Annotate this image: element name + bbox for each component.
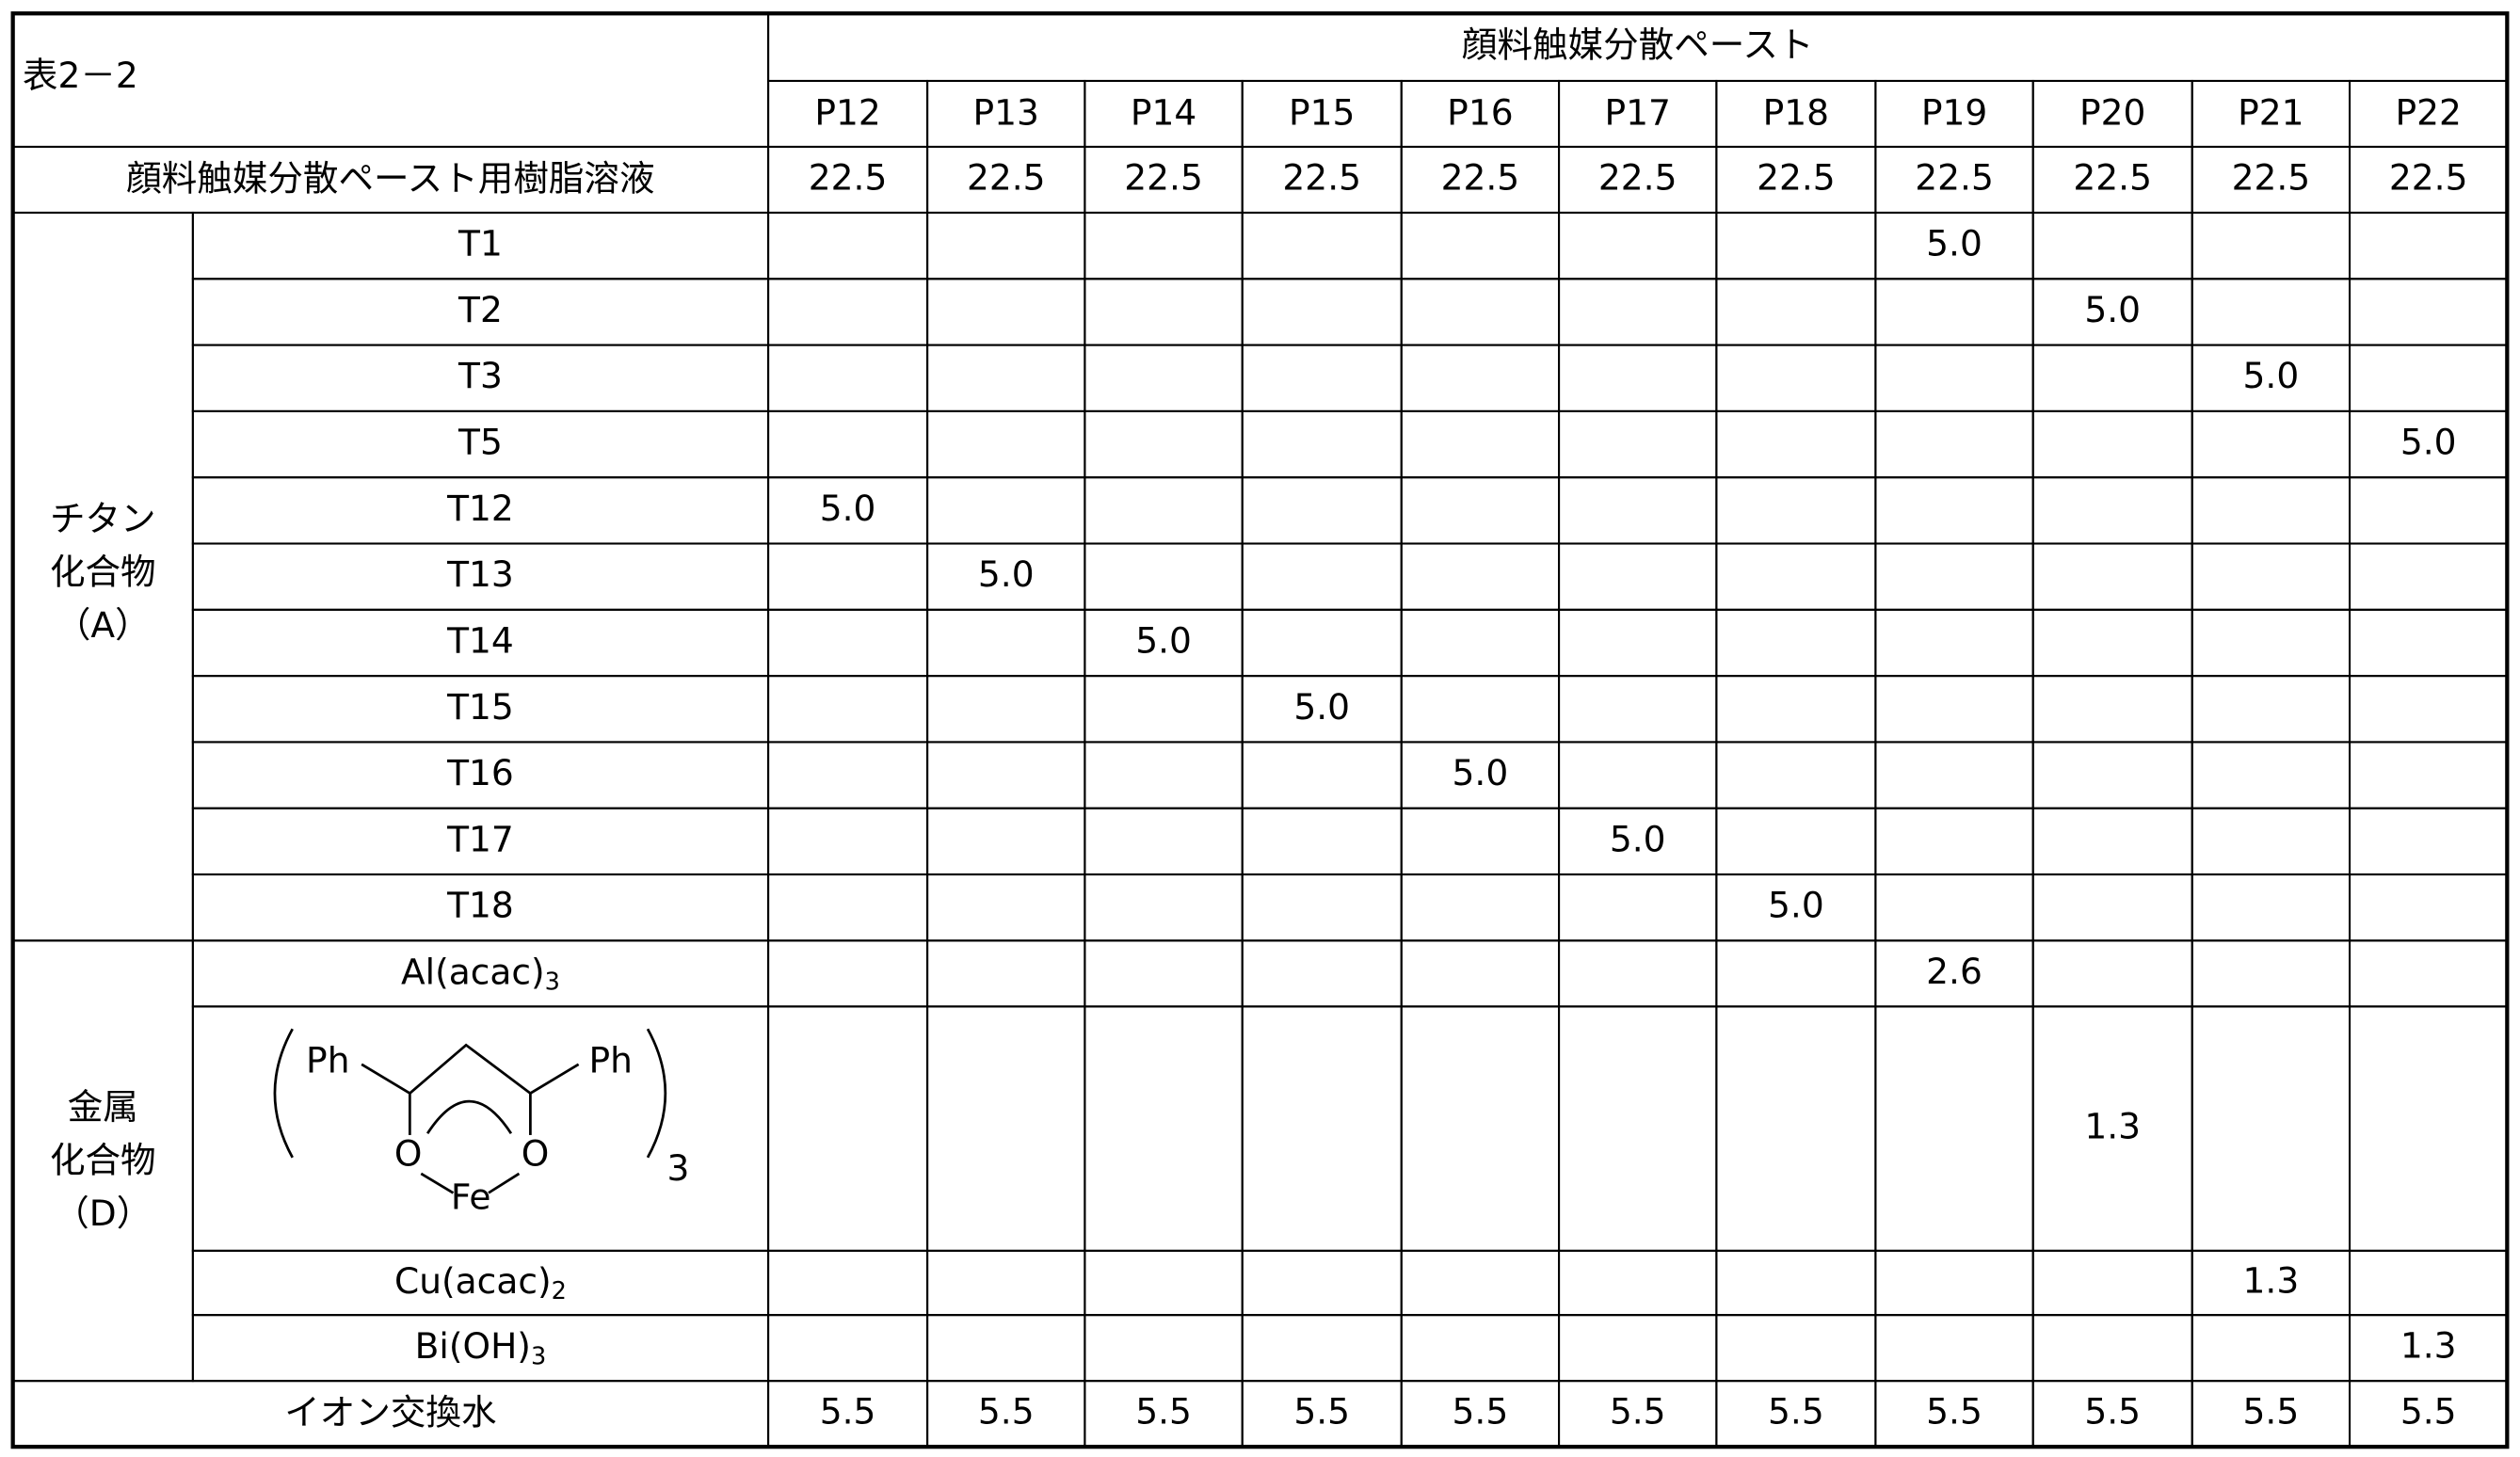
cell-value: 5.0 <box>2400 422 2457 463</box>
structure-label: 3 <box>667 1147 690 1189</box>
cell-value: 1.3 <box>2243 1260 2300 1302</box>
cell-value: 5.0 <box>1453 752 1509 793</box>
label-text: Bi(OH) <box>415 1325 531 1367</box>
cell-value: 5.5 <box>1135 1391 1192 1433</box>
cell-value: 5.5 <box>1453 1391 1509 1433</box>
row-label: T14 <box>446 619 514 661</box>
structure-label: Ph <box>589 1040 633 1081</box>
cell-value: 5.5 <box>2084 1391 2141 1433</box>
row-label: イオン交換水 <box>284 1392 496 1433</box>
row-label: T5 <box>457 422 503 463</box>
row-label: T16 <box>446 752 514 793</box>
cell-value: 22.5 <box>1598 156 1677 198</box>
cell-value: 5.5 <box>1610 1391 1666 1433</box>
cell-value: 1.3 <box>2084 1106 2141 1147</box>
cell-value: 5.0 <box>1610 818 1666 859</box>
column-header: P19 <box>1921 91 1987 133</box>
cell-value: 5.0 <box>1293 686 1350 728</box>
group-label: （D） <box>54 1193 152 1234</box>
cell-value: 5.5 <box>978 1391 1035 1433</box>
label-subscript: 3 <box>531 1342 546 1370</box>
row-label: Cu(acac)2 <box>394 1260 567 1306</box>
cell-value: 22.5 <box>1915 156 1994 198</box>
cell-value: 22.5 <box>1282 156 1361 198</box>
group-label: 化合物 <box>50 1139 156 1180</box>
structure-label: Ph <box>306 1040 349 1081</box>
column-header: P12 <box>814 91 880 133</box>
cell-value: 5.5 <box>820 1391 876 1433</box>
column-header: P18 <box>1763 91 1829 133</box>
cell-value: 5.0 <box>1768 885 1824 926</box>
cell-value: 5.0 <box>2084 289 2141 330</box>
cell-value: 22.5 <box>2073 156 2152 198</box>
column-header: P16 <box>1447 91 1513 133</box>
cell-value: 5.0 <box>1135 619 1192 661</box>
row-label: T15 <box>446 686 514 728</box>
cell-value: 22.5 <box>809 156 888 198</box>
structure-label: O <box>522 1133 550 1175</box>
row-label: T17 <box>446 818 514 859</box>
table-title: 表2－2 <box>23 55 138 96</box>
row-label: Al(acac)3 <box>401 951 560 997</box>
row-label: T2 <box>457 289 503 330</box>
cell-value: 22.5 <box>2389 156 2468 198</box>
group-label: （A） <box>56 604 151 646</box>
cell-value: 5.0 <box>2243 355 2300 396</box>
column-header: P15 <box>1289 91 1355 133</box>
cell-value: 5.0 <box>1926 223 1982 264</box>
cell-value: 5.5 <box>1768 1391 1824 1433</box>
column-header: P14 <box>1131 91 1196 133</box>
column-header: P21 <box>2238 91 2303 133</box>
row-label: T1 <box>457 223 503 264</box>
label-subscript: 2 <box>552 1277 567 1305</box>
column-header: P13 <box>973 91 1039 133</box>
group-label: チタン <box>50 498 156 539</box>
cell-value: 5.5 <box>2243 1391 2300 1433</box>
cell-value: 5.0 <box>820 488 876 529</box>
cell-value: 5.5 <box>1926 1391 1982 1433</box>
cell-value: 22.5 <box>967 156 1046 198</box>
cell-value: 22.5 <box>2232 156 2311 198</box>
cell-value: 5.5 <box>1293 1391 1350 1433</box>
row-label: T18 <box>446 885 514 926</box>
row-label: T13 <box>446 553 514 595</box>
column-group-header: 顔料触媒分散ペースト <box>1462 24 1814 66</box>
row-label: T3 <box>457 355 503 396</box>
row-label: T12 <box>446 488 514 529</box>
column-header: P22 <box>2395 91 2461 133</box>
label-subscript: 3 <box>545 969 560 997</box>
label-text: Al(acac) <box>401 951 545 992</box>
column-header: P17 <box>1604 91 1670 133</box>
row-label: Bi(OH)3 <box>415 1325 547 1371</box>
cell-value: 1.3 <box>2400 1325 2457 1367</box>
cell-value: 22.5 <box>1441 156 1520 198</box>
cell-value: 22.5 <box>1124 156 1203 198</box>
cell-value: 5.0 <box>978 553 1035 595</box>
group-label: 化合物 <box>50 552 156 593</box>
cell-value: 2.6 <box>1926 951 1982 992</box>
structure-label: O <box>394 1133 423 1175</box>
group-label: 金属 <box>68 1086 138 1128</box>
cell-value: 5.5 <box>2400 1391 2457 1433</box>
label-text: Cu(acac) <box>394 1260 552 1302</box>
cell-value: 22.5 <box>1757 156 1836 198</box>
structure-label: Fe <box>451 1177 491 1218</box>
column-header: P20 <box>2079 91 2145 133</box>
row-label: 顔料触媒分散ペースト用樹脂溶液 <box>126 157 654 199</box>
